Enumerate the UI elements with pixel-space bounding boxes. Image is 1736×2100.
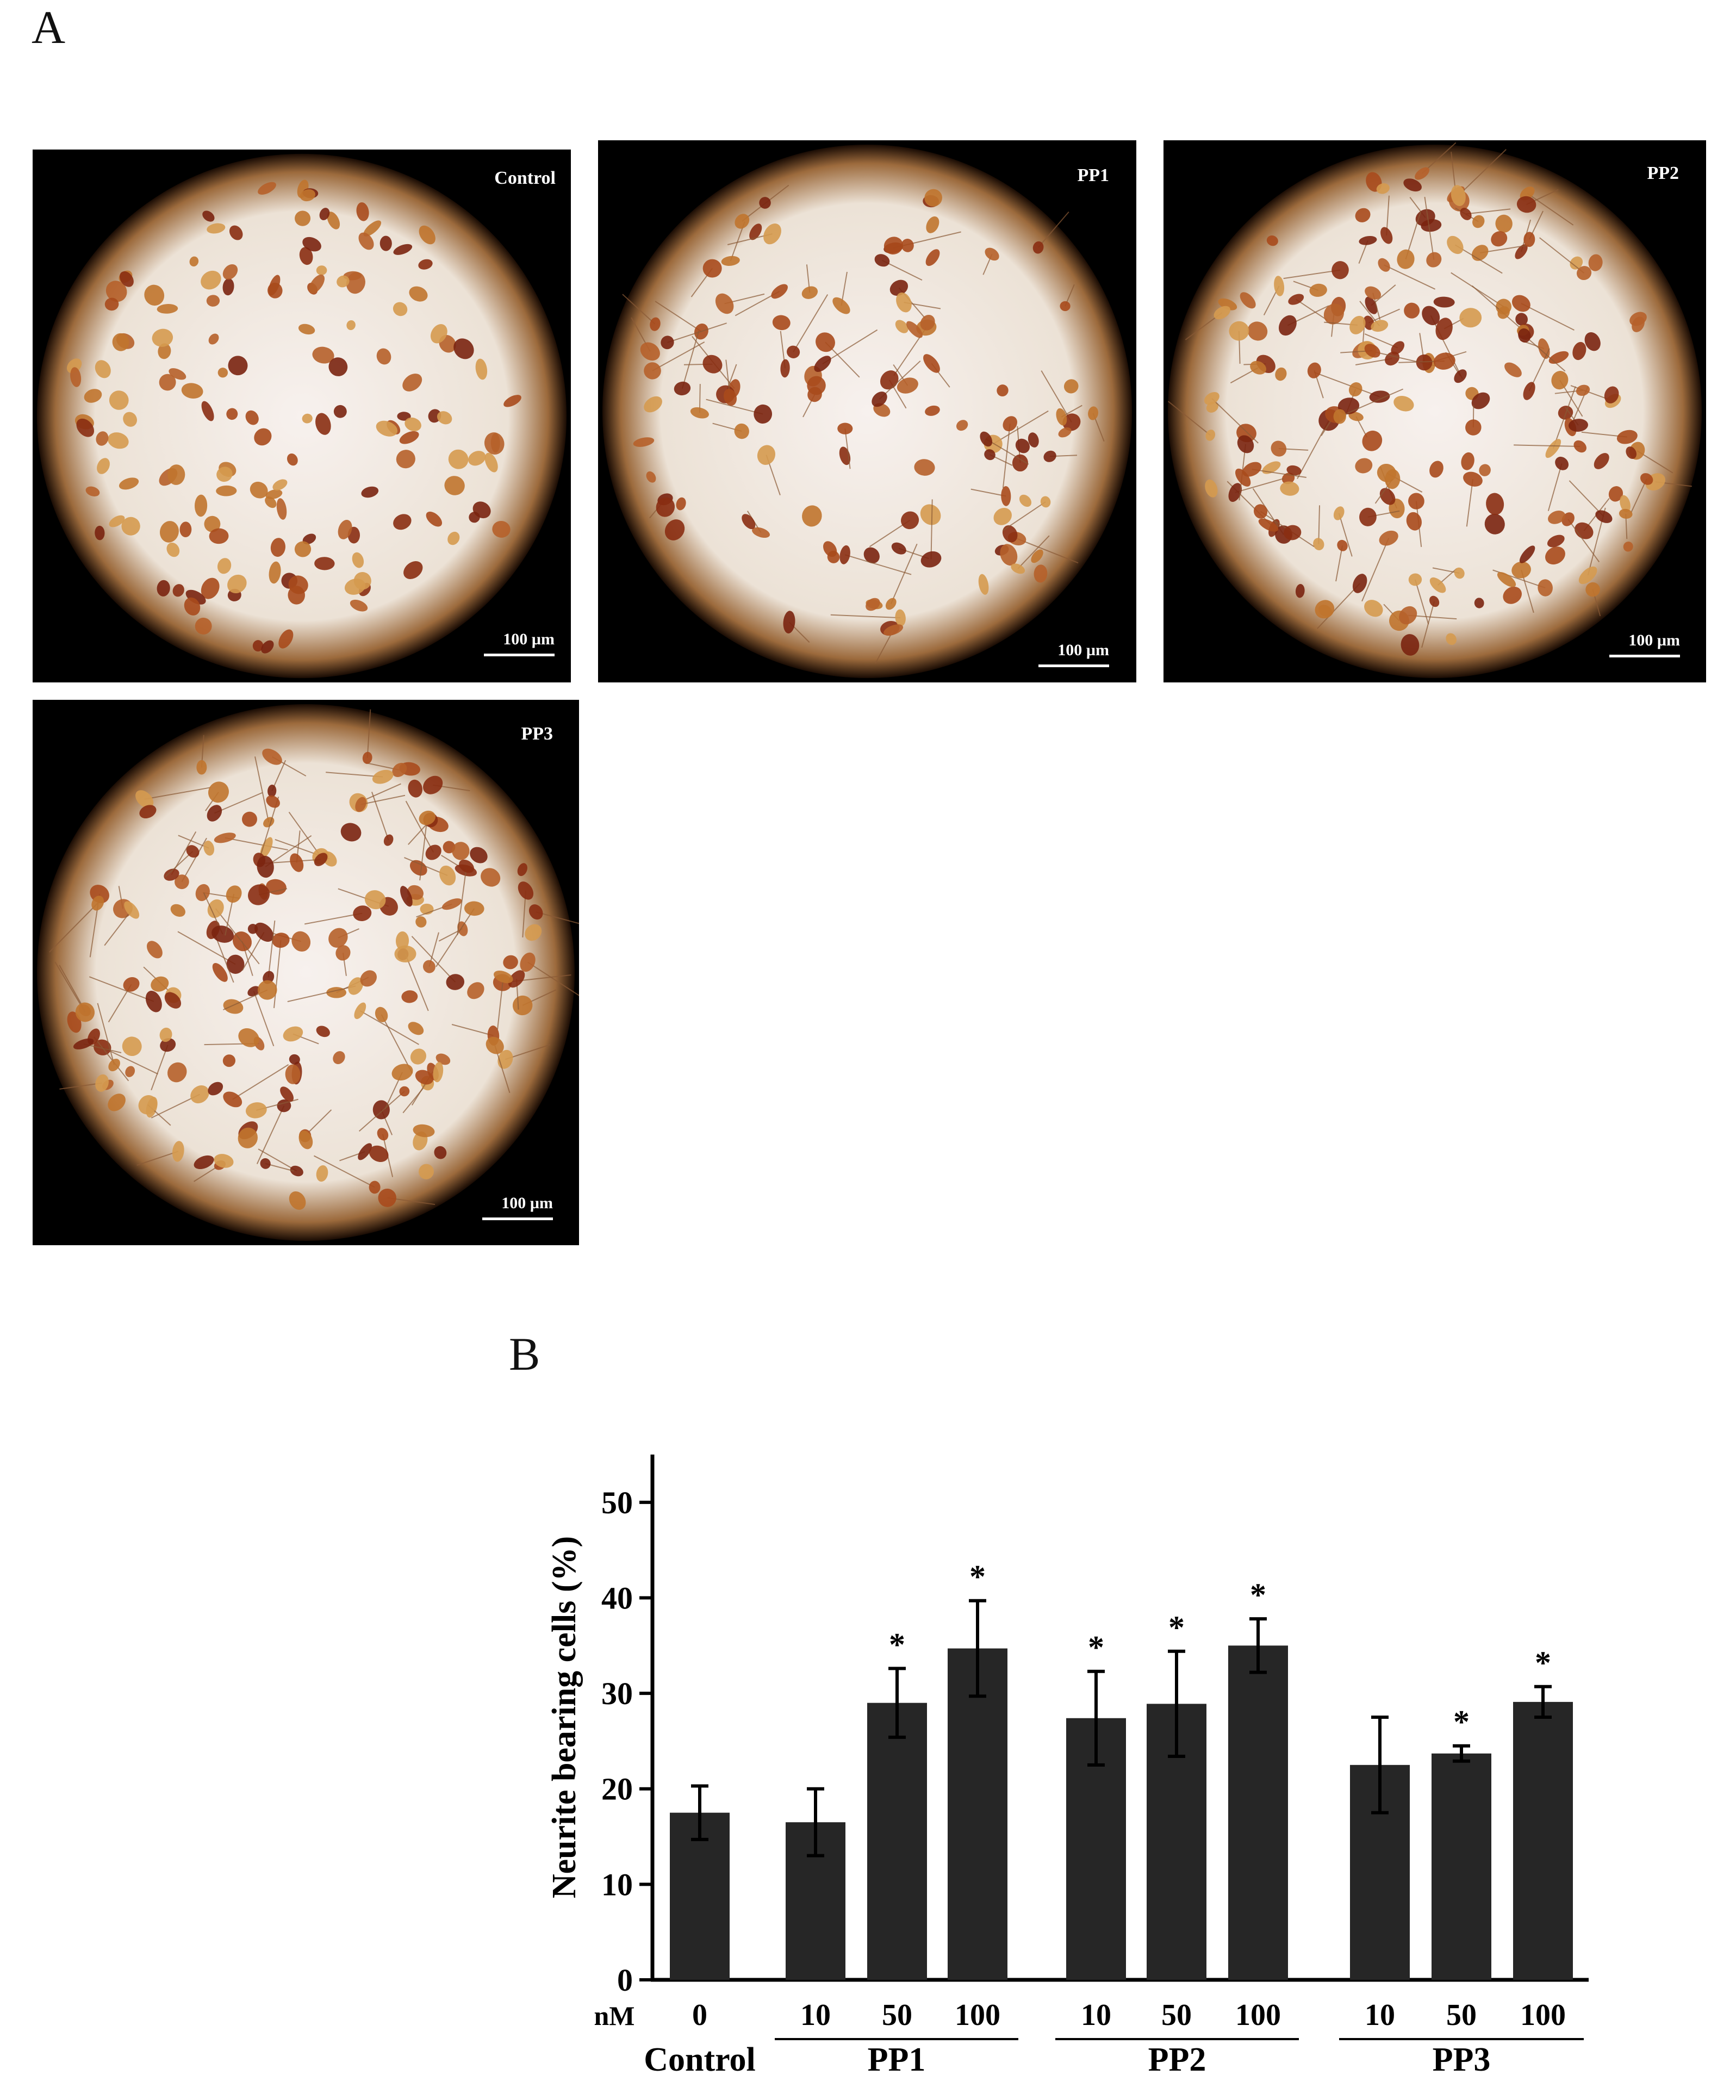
group-label: PP1 xyxy=(868,2041,926,2078)
bar-pp3-100 xyxy=(1513,1701,1573,1980)
micrograph-field xyxy=(602,144,1133,679)
significance-marker: * xyxy=(1168,1610,1185,1645)
group-label: PP2 xyxy=(1148,2041,1206,2078)
significance-marker: * xyxy=(1088,1630,1104,1666)
y-axis-label: Neurite bearing cells (%) xyxy=(546,1536,583,1898)
dose-label: 100 xyxy=(1235,1998,1281,2032)
dose-label: 100 xyxy=(955,1998,1000,2032)
bar-pp1-100 xyxy=(948,1648,1007,1980)
significance-marker: * xyxy=(1453,1704,1470,1740)
micrograph-field xyxy=(36,153,567,679)
scale-bar xyxy=(484,654,555,656)
dose-label: 10 xyxy=(1365,1998,1395,2032)
micrograph-field xyxy=(1167,142,1702,679)
stained-cells xyxy=(49,709,579,1210)
micrograph-field xyxy=(37,704,579,1241)
dose-label: 100 xyxy=(1520,1998,1566,2032)
group-label: Control xyxy=(644,2041,756,2078)
y-tick-label: 0 xyxy=(617,1962,633,1998)
scale-bar-label: 100 µm xyxy=(503,630,555,648)
scale-bar-label: 100 µm xyxy=(501,1194,553,1212)
scale-bar xyxy=(1038,664,1109,667)
micrograph-control: Control 100 µm xyxy=(33,150,571,682)
micrograph-label: PP1 xyxy=(1077,165,1109,185)
panel-b-letter: B xyxy=(509,1328,540,1380)
scale-bar xyxy=(482,1217,553,1220)
significance-marker: * xyxy=(1535,1645,1551,1681)
scale-bar xyxy=(1609,655,1680,657)
stained-cells xyxy=(622,184,1105,664)
scale-bar-label: 100 µm xyxy=(1057,641,1109,659)
micrograph-pp2: PP2 100 µm xyxy=(1163,140,1706,682)
bar-pp1-50 xyxy=(867,1703,927,1980)
field-of-view xyxy=(37,704,575,1241)
y-tick-label: 20 xyxy=(601,1772,633,1807)
dose-label: 50 xyxy=(1446,1998,1477,2032)
dose-label: 10 xyxy=(800,1998,831,2032)
micrograph-label: Control xyxy=(494,168,556,188)
panel-a-letter: A xyxy=(32,1,66,53)
significance-marker: * xyxy=(889,1626,905,1662)
micrograph-label: PP3 xyxy=(521,724,553,744)
micrograph-pp1: PP1 100 µm xyxy=(598,140,1136,682)
stained-cells xyxy=(1167,142,1693,656)
y-tick-label: 40 xyxy=(601,1580,633,1616)
field-of-view xyxy=(1167,144,1702,679)
significance-marker: * xyxy=(1250,1577,1266,1613)
bar-pp2-100 xyxy=(1228,1645,1288,1980)
group-label: PP3 xyxy=(1433,2041,1491,2078)
bar-pp3-50 xyxy=(1432,1753,1491,1980)
y-tick-label: 30 xyxy=(601,1676,633,1711)
dose-label: 0 xyxy=(692,1998,707,2032)
dose-label: 10 xyxy=(1081,1998,1111,2032)
field-of-view xyxy=(602,144,1133,679)
dose-label: 50 xyxy=(1161,1998,1192,2032)
y-tick-label: 50 xyxy=(601,1485,633,1520)
x-unit-label: nM xyxy=(594,2000,635,2031)
y-tick-label: 10 xyxy=(601,1867,633,1902)
dose-label: 50 xyxy=(882,1998,912,2032)
micrograph-pp3: PP3 100 µm xyxy=(33,700,579,1245)
micrograph-label: PP2 xyxy=(1647,163,1679,183)
significance-marker: * xyxy=(969,1559,986,1595)
scale-bar-label: 100 µm xyxy=(1628,631,1680,649)
stained-cells xyxy=(67,179,521,654)
